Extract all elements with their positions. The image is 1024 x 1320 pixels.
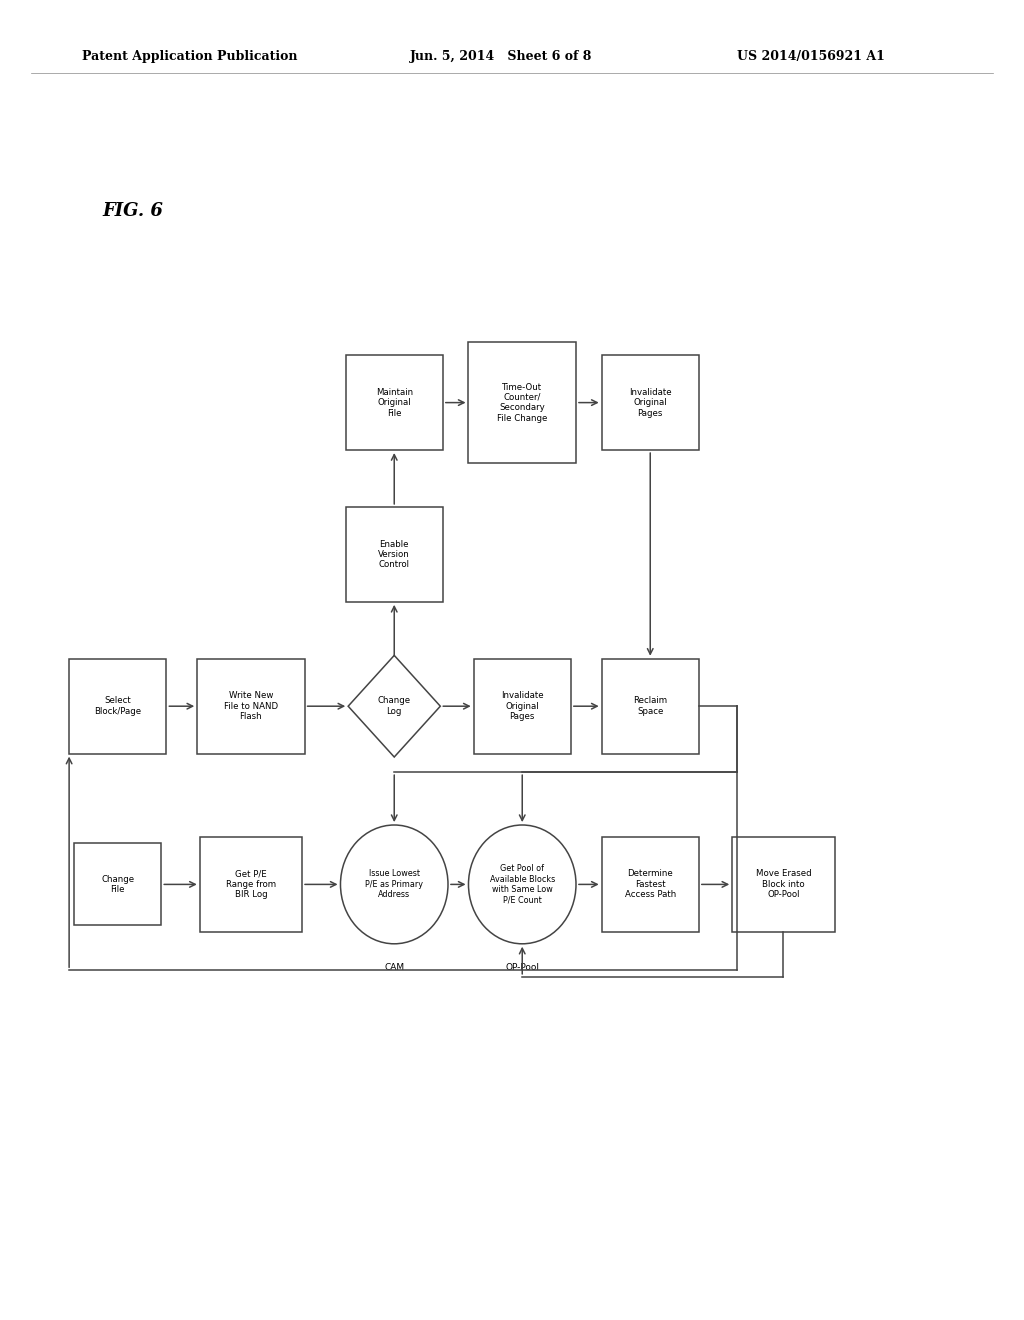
FancyBboxPatch shape bbox=[602, 355, 698, 450]
Text: Enable
Version
Control: Enable Version Control bbox=[378, 540, 411, 569]
Ellipse shape bbox=[469, 825, 575, 944]
Text: CAM: CAM bbox=[384, 964, 404, 972]
Text: Change
File: Change File bbox=[101, 875, 134, 894]
Polygon shape bbox=[348, 655, 440, 758]
Text: Invalidate
Original
Pages: Invalidate Original Pages bbox=[629, 388, 672, 417]
Text: Write New
File to NAND
Flash: Write New File to NAND Flash bbox=[224, 692, 278, 721]
Text: Get P/E
Range from
BIR Log: Get P/E Range from BIR Log bbox=[226, 870, 275, 899]
FancyBboxPatch shape bbox=[602, 837, 698, 932]
Text: Select
Block/Page: Select Block/Page bbox=[94, 697, 141, 715]
Text: Issue Lowest
P/E as Primary
Address: Issue Lowest P/E as Primary Address bbox=[366, 870, 423, 899]
FancyBboxPatch shape bbox=[197, 659, 305, 754]
Ellipse shape bbox=[340, 825, 449, 944]
Text: FIG. 6: FIG. 6 bbox=[102, 202, 163, 220]
FancyBboxPatch shape bbox=[473, 659, 571, 754]
FancyBboxPatch shape bbox=[75, 843, 162, 925]
Text: Get Pool of
Available Blocks
with Same Low
P/E Count: Get Pool of Available Blocks with Same L… bbox=[489, 865, 555, 904]
Text: Move Erased
Block into
OP-Pool: Move Erased Block into OP-Pool bbox=[756, 870, 811, 899]
Text: Maintain
Original
File: Maintain Original File bbox=[376, 388, 413, 417]
Text: Jun. 5, 2014   Sheet 6 of 8: Jun. 5, 2014 Sheet 6 of 8 bbox=[410, 50, 592, 63]
Text: US 2014/0156921 A1: US 2014/0156921 A1 bbox=[737, 50, 885, 63]
FancyBboxPatch shape bbox=[200, 837, 302, 932]
Text: OP-Pool: OP-Pool bbox=[505, 964, 540, 972]
Text: Reclaim
Space: Reclaim Space bbox=[633, 697, 668, 715]
FancyBboxPatch shape bbox=[70, 659, 166, 754]
Text: Determine
Fastest
Access Path: Determine Fastest Access Path bbox=[625, 870, 676, 899]
FancyBboxPatch shape bbox=[602, 659, 698, 754]
Text: Patent Application Publication: Patent Application Publication bbox=[82, 50, 297, 63]
FancyBboxPatch shape bbox=[346, 507, 442, 602]
Text: Time-Out
Counter/
Secondary
File Change: Time-Out Counter/ Secondary File Change bbox=[497, 383, 548, 422]
Text: Invalidate
Original
Pages: Invalidate Original Pages bbox=[501, 692, 544, 721]
FancyBboxPatch shape bbox=[469, 342, 575, 463]
FancyBboxPatch shape bbox=[732, 837, 835, 932]
Text: Change
Log: Change Log bbox=[378, 697, 411, 715]
FancyBboxPatch shape bbox=[346, 355, 442, 450]
